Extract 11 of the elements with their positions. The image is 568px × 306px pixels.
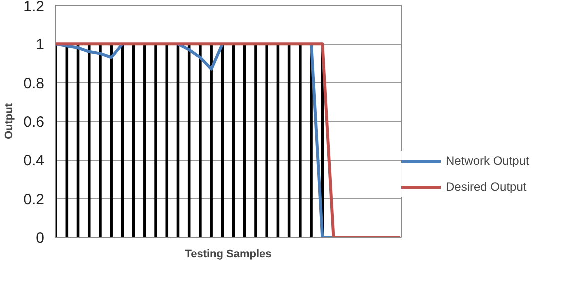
y-tick-label: 0.6 bbox=[24, 114, 45, 131]
y-tick-label: 0.4 bbox=[24, 152, 45, 170]
legend-label: Desired Output bbox=[446, 180, 527, 194]
legend-label: Network Output bbox=[446, 154, 530, 168]
y-tick-label: 0 bbox=[36, 230, 44, 247]
y-tick-label: 0.8 bbox=[24, 75, 45, 92]
x-axis-title: Testing Samples bbox=[185, 248, 272, 260]
y-tick-label: 1 bbox=[36, 36, 44, 54]
y-tick-label: 0.2 bbox=[24, 191, 45, 208]
y-tick-label: 1.2 bbox=[24, 0, 45, 16]
y-axis-title: Output bbox=[4, 103, 16, 140]
